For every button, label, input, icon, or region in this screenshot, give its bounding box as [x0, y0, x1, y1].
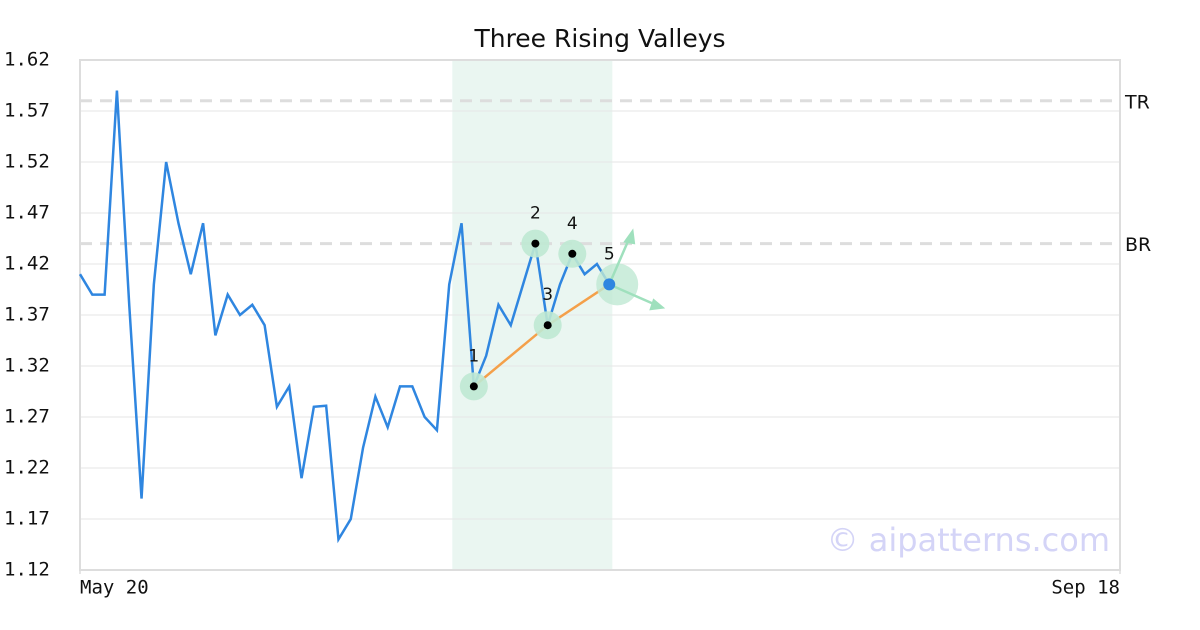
level-label: TR [1124, 91, 1150, 113]
pivot-point [469, 382, 478, 391]
y-tick-label: 1.42 [4, 253, 50, 275]
y-tick-label: 1.52 [4, 151, 50, 173]
y-tick-label: 1.17 [4, 508, 50, 530]
level-label: BR [1125, 234, 1151, 256]
pivot-point [531, 239, 540, 248]
pivot-point [543, 321, 552, 330]
direction-arrow [608, 237, 660, 308]
y-tick-label: 1.22 [4, 457, 50, 479]
pivot-point [603, 278, 616, 291]
pivot-label: 3 [542, 285, 553, 305]
watermark: © aipatterns.com [827, 521, 1110, 559]
arrow-head [623, 228, 666, 311]
pivot-label: 2 [530, 204, 541, 224]
y-tick-label: 1.32 [4, 355, 50, 377]
pivot-point [568, 249, 577, 258]
y-tick-label: 1.27 [4, 406, 50, 428]
y-tick-label: 1.12 [4, 559, 50, 581]
y-tick-label: 1.62 [4, 49, 50, 71]
pivot-label: 4 [567, 214, 578, 234]
y-tick-label: 1.47 [4, 202, 50, 224]
chart-title: Three Rising Valleys [473, 24, 725, 53]
x-tick-label: May 20 [80, 577, 149, 599]
pivot-label: 5 [604, 244, 615, 264]
plot-frame [79, 59, 1121, 571]
pivot-halo [596, 263, 639, 306]
x-tick-label: Sep 18 [1051, 577, 1120, 599]
pivot-label: 1 [468, 346, 479, 366]
series-line [78, 90, 611, 544]
y-tick-label: 1.37 [4, 304, 50, 326]
y-tick-label: 1.57 [4, 100, 50, 122]
